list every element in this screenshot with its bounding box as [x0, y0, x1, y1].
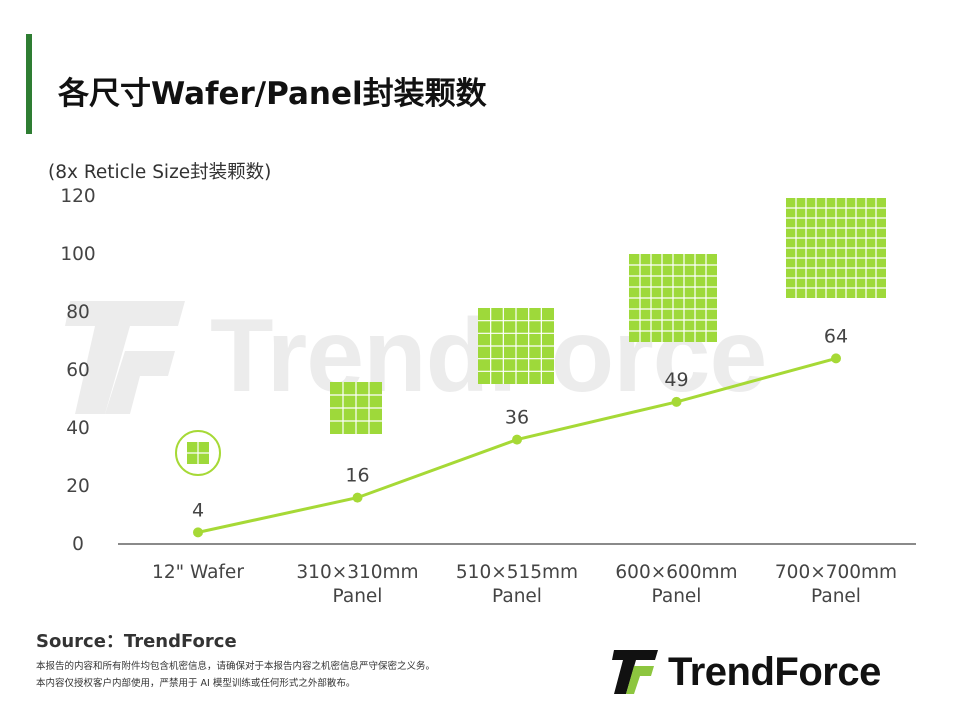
- title-accent-bar: [26, 34, 32, 134]
- data-point: [193, 527, 203, 538]
- y-tick-label: 80: [66, 302, 90, 323]
- y-tick-label: 100: [60, 244, 95, 265]
- x-tick-label: Panel: [652, 586, 702, 607]
- x-tick-label: Panel: [492, 586, 542, 607]
- y-tick-label: 60: [66, 360, 90, 381]
- data-point: [512, 434, 522, 445]
- data-label: 64: [824, 325, 848, 347]
- x-tick-label: 600×600mm: [615, 562, 737, 583]
- data-point: [671, 396, 682, 407]
- y-tick-label: 40: [66, 418, 90, 439]
- x-tick-label: 510×515mm: [456, 562, 578, 583]
- x-tick-label: 700×700mm: [775, 562, 897, 583]
- x-tick-label: 310×310mm: [296, 562, 418, 583]
- x-tick-label: 12" Wafer: [152, 562, 244, 583]
- y-tick-label: 20: [66, 476, 90, 497]
- x-tick-label: Panel: [811, 586, 861, 607]
- disclaimer-line-2: 本内容仅授权客户内部使用，严禁用于 AI 模型训练或任何形式之外部散布。: [36, 678, 356, 689]
- x-tick-label: Panel: [333, 586, 383, 607]
- y-tick-label: 0: [72, 534, 84, 555]
- data-point: [352, 492, 363, 503]
- brand-logo: TrendForce: [612, 648, 881, 696]
- source-label: Source：TrendForce: [36, 631, 237, 652]
- trendforce-logo-icon: [612, 650, 658, 694]
- page-title: 各尺寸Wafer/Panel封装颗数: [58, 76, 487, 112]
- data-label: 4: [192, 499, 204, 521]
- data-point: [831, 353, 841, 364]
- y-axis-label: (8x Reticle Size封装颗数): [48, 162, 271, 183]
- brand-name: TrendForce: [668, 649, 881, 694]
- wafer-icon: [175, 430, 221, 476]
- disclaimer-line-1: 本报告的内容和所有附件均包含机密信息，请确保对于本报告内容之机密信息严守保密之义…: [36, 661, 436, 672]
- series-line: [197, 356, 837, 534]
- y-tick-label: 120: [60, 186, 95, 207]
- data-label: 36: [505, 407, 529, 429]
- chart: (8x Reticle Size封装颗数) 0 20 40 60 80 100 120 12" …: [48, 162, 916, 607]
- data-label: 16: [345, 465, 369, 487]
- data-label: 49: [664, 369, 688, 391]
